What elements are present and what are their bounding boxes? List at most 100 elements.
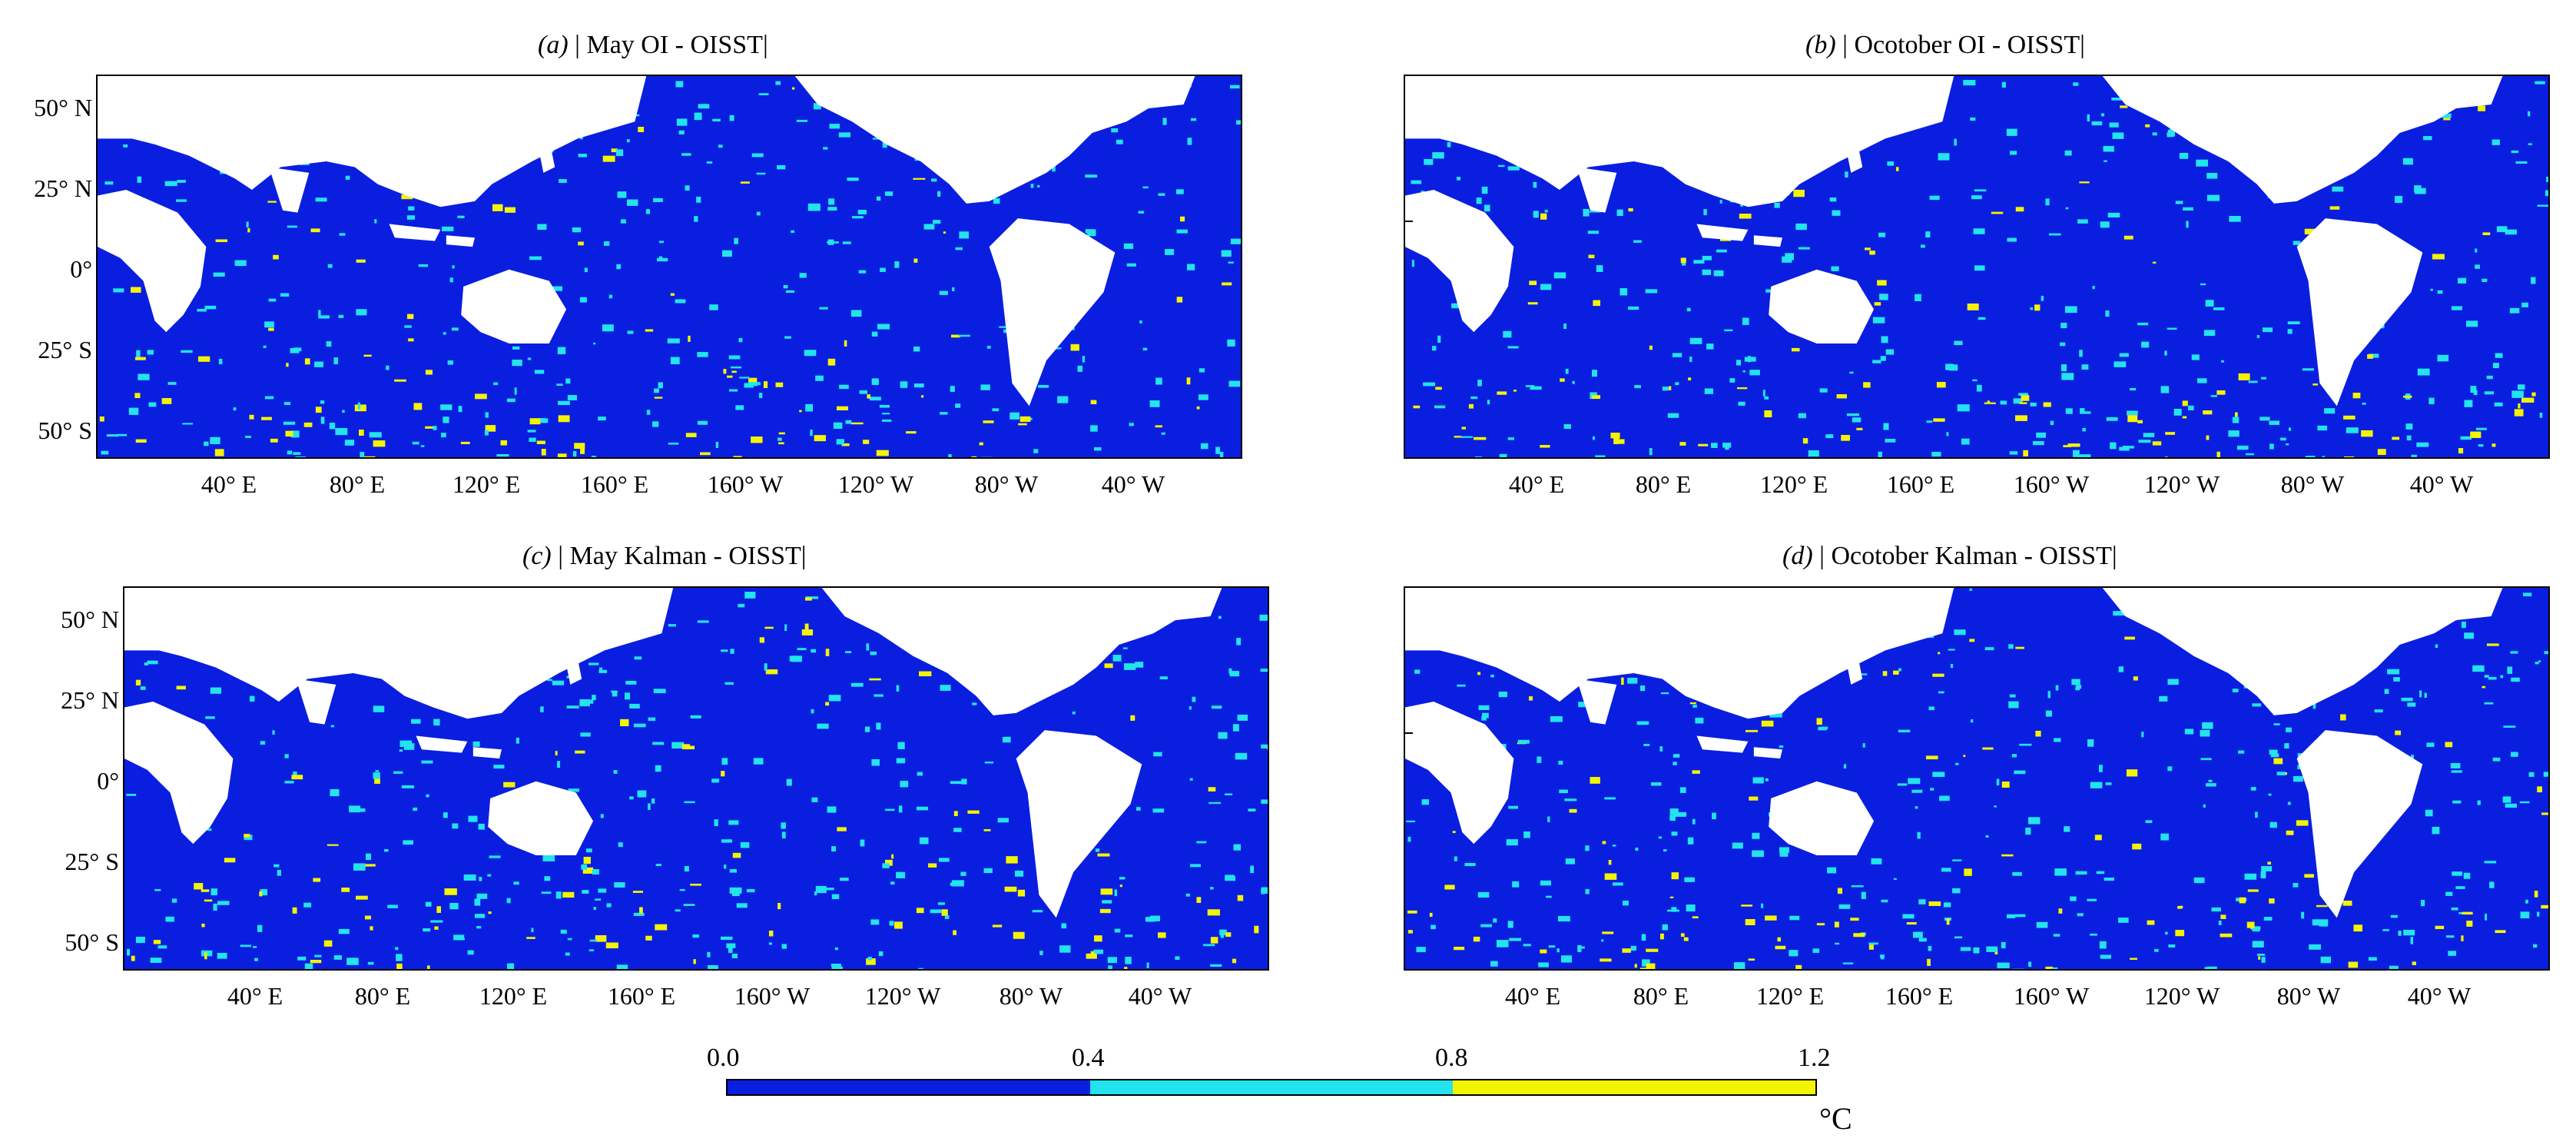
anomaly-patch [540, 418, 545, 422]
anomaly-patch [1196, 406, 1200, 410]
anomaly-patch [1057, 396, 1069, 403]
anomaly-patch [1912, 931, 1923, 938]
anomaly-patch [443, 417, 449, 423]
map-a-canvas [98, 76, 1241, 457]
anomaly-patch [2045, 198, 2050, 206]
anomaly-patch [1558, 760, 1563, 765]
anomaly-patch [2419, 690, 2422, 698]
anomaly-patch [354, 404, 366, 412]
anomaly-patch [2269, 898, 2275, 904]
anomaly-patch [345, 175, 350, 180]
anomaly-patch [492, 204, 503, 211]
anomaly-patch [2160, 833, 2169, 841]
anomaly-patch [1621, 677, 1624, 685]
continent [296, 679, 337, 725]
anomaly-patch [1733, 962, 1746, 969]
anomaly-patch [2232, 417, 2239, 423]
anomaly-patch [2521, 397, 2535, 403]
anomaly-patch [474, 898, 481, 906]
lat-label: 25° N [34, 174, 92, 202]
anomaly-patch [1138, 211, 1145, 214]
anomaly-patch [2206, 966, 2217, 969]
anomaly-patch [1660, 692, 1669, 695]
anomaly-patch [2015, 646, 2024, 649]
anomaly-patch [1431, 924, 1436, 930]
anomaly-patch [2006, 128, 2017, 136]
anomaly-patch [819, 307, 828, 310]
anomaly-patch [1509, 938, 1522, 941]
anomaly-patch [1236, 637, 1242, 646]
anomaly-patch [2392, 436, 2400, 440]
anomaly-patch [2324, 408, 2336, 414]
anomaly-patch [2073, 82, 2079, 86]
anomaly-patch [2000, 400, 2007, 405]
anomaly-patch [1225, 876, 1236, 881]
anomaly-patch [1970, 719, 1974, 723]
anomaly-patch [1129, 423, 1134, 426]
anomaly-patch [2531, 392, 2536, 397]
anomaly-patch [1938, 691, 1944, 694]
anomaly-patch [2228, 430, 2239, 437]
anomaly-patch [1938, 153, 1950, 161]
anomaly-patch [602, 155, 615, 162]
anomaly-patch [562, 891, 575, 898]
anomaly-patch [1499, 453, 1507, 457]
anomaly-patch [244, 835, 253, 841]
anomaly-patch [867, 394, 871, 399]
lon-label: 80° E [354, 982, 411, 1010]
anomaly-patch [777, 437, 782, 441]
anomaly-patch [395, 947, 399, 951]
anomaly-patch [756, 211, 761, 216]
lon-label: 160° W [707, 470, 784, 498]
anomaly-patch [2205, 300, 2214, 307]
anomaly-patch [1639, 967, 1650, 969]
anomaly-patch [2220, 360, 2225, 363]
continent [1696, 224, 1749, 241]
anomaly-patch [2019, 402, 2027, 404]
anomaly-patch [2246, 453, 2254, 456]
anomaly-patch [1604, 797, 1616, 800]
anomaly-patch [425, 901, 432, 907]
anomaly-patch [1591, 370, 1597, 377]
anomaly-patch [1950, 663, 1954, 669]
anomaly-patch [1037, 184, 1040, 188]
anomaly-patch [1015, 870, 1024, 877]
anomaly-patch [1882, 671, 1888, 676]
anomaly-patch [917, 772, 923, 776]
anomaly-patch [1669, 896, 1674, 898]
anomaly-patch [706, 161, 713, 164]
colorbar [726, 1079, 1817, 1096]
anomaly-patch [403, 840, 414, 845]
anomaly-patch [1994, 805, 1997, 808]
anomaly-patch [1072, 711, 1076, 715]
anomaly-patch [2015, 207, 2024, 212]
anomaly-patch [2014, 914, 2026, 918]
anomaly-patch [2458, 448, 2464, 454]
anomaly-patch [2521, 302, 2528, 308]
anomaly-patch [2193, 877, 2205, 884]
anomaly-patch [2048, 233, 2061, 236]
anomaly-patch [1130, 715, 1135, 721]
anomaly-patch [655, 765, 661, 772]
anomaly-patch [2067, 443, 2080, 447]
anomaly-patch [2466, 921, 2473, 927]
anomaly-patch [476, 893, 488, 899]
anomaly-patch [1513, 390, 1517, 392]
anomaly-patch [1936, 381, 1946, 388]
anomaly-patch [811, 709, 814, 714]
anomaly-patch [1846, 413, 1860, 417]
anomaly-patch [1019, 416, 1031, 422]
anomaly-patch [1634, 385, 1641, 389]
anomaly-patch [2484, 702, 2494, 705]
anomaly-patch [2075, 685, 2082, 689]
anomaly-patch [2452, 871, 2463, 876]
panel-a-title-text: | May OI - OISST| [575, 31, 768, 59]
anomaly-patch [1634, 964, 1637, 968]
anomaly-patch [653, 689, 666, 694]
anomaly-patch [2538, 660, 2541, 662]
anomaly-patch [2304, 874, 2314, 878]
anomaly-patch [2167, 129, 2176, 137]
anomaly-patch [979, 442, 983, 446]
anomaly-patch [287, 450, 293, 455]
anomaly-patch [1237, 894, 1244, 901]
